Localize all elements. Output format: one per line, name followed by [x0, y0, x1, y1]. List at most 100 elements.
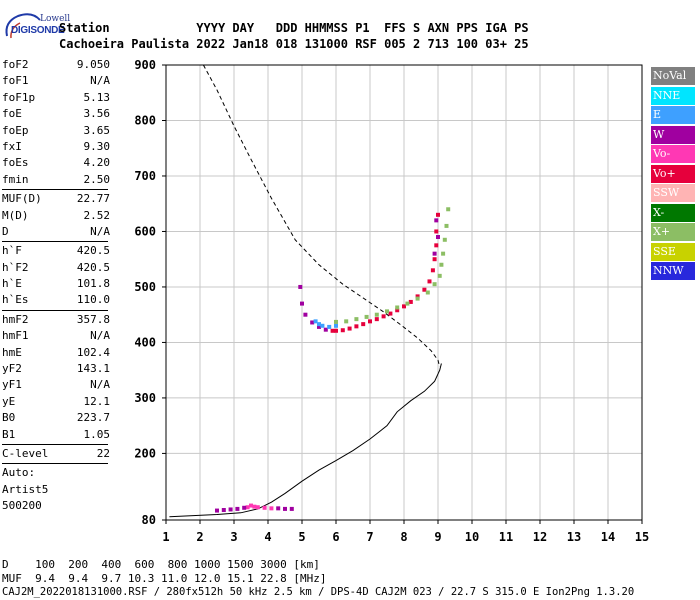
echo-point-x-: [441, 251, 446, 256]
echo-point-vo-: [330, 328, 335, 333]
x-tick-label: 5: [298, 530, 305, 544]
logo-digisonde-text: DIGISONDE: [11, 25, 65, 36]
echo-point-x-: [395, 305, 400, 310]
legend-entry: SSE: [651, 242, 695, 261]
legend-entry: NNW: [651, 262, 695, 280]
legend-entry: Vo-: [651, 145, 695, 163]
echo-point-x-: [442, 237, 447, 242]
echo-point-w: [432, 251, 437, 256]
echo-point-w: [298, 284, 303, 289]
x-tick-label: 7: [366, 530, 373, 544]
param-row: B0 223.7: [2, 411, 110, 427]
legend-entry: X-: [651, 203, 695, 222]
param-separator: [2, 443, 110, 447]
echo-point-vo-: [430, 268, 435, 273]
param-value: 22: [96, 446, 110, 460]
echo-point-vo-: [334, 328, 338, 333]
param-separator: [2, 309, 110, 313]
echo-point-vo-: [255, 505, 260, 510]
param-key: h`E: [2, 277, 22, 291]
legend-entry: NNE: [651, 86, 695, 105]
param-value: 102.4: [76, 345, 110, 359]
param-key: foEp: [2, 123, 29, 137]
param-value: 9.30: [83, 139, 111, 153]
echo-point-vo-: [245, 505, 250, 510]
echo-point-vo-: [368, 319, 372, 324]
param-key: foEs: [2, 156, 29, 170]
param-row: foEs 4.20: [2, 156, 110, 172]
lowell-digisonde-logo: Lowell DIGISONDE: [2, 6, 70, 40]
param-key: fxI: [2, 139, 22, 153]
echo-point-w: [283, 506, 287, 511]
param-separator: [2, 463, 110, 466]
legend-entry: Vo+: [651, 164, 695, 183]
echo-point-e: [317, 322, 321, 327]
echo-point-x-: [334, 319, 338, 324]
x-tick-label: 10: [465, 530, 479, 544]
echo-point-vo-: [427, 279, 432, 284]
extrapolated-profile-line: [202, 64, 441, 368]
x-tick-label: 2: [196, 530, 203, 544]
param-value: 420.5: [76, 244, 110, 258]
echo-point-w: [228, 507, 233, 512]
echo-point-w: [434, 218, 439, 223]
x-tick-label: 14: [601, 530, 615, 544]
param-key: hmF1: [2, 329, 29, 343]
param-key: hmE: [2, 345, 22, 359]
echo-point-vo-: [269, 506, 274, 511]
legend-entry: W: [651, 125, 695, 144]
echo-point-vo-: [381, 314, 386, 319]
param-value: 3.65: [83, 123, 111, 137]
param-value: 22.77: [76, 192, 110, 206]
legend-entry: SSW: [651, 184, 695, 202]
param-value: 5.13: [83, 90, 111, 104]
param-row: hmF1 N/A: [2, 329, 110, 345]
echo-point-w: [289, 506, 294, 511]
muf-distance-row: D 100 200 400 600 800 1000 1500 3000 [km…: [2, 558, 320, 571]
param-value: 3.56: [83, 107, 111, 121]
param-value: N/A: [90, 378, 110, 392]
echo-point-vo-: [361, 322, 366, 327]
param-row: MUF(D) 22.77: [2, 192, 110, 208]
echo-point-w: [242, 505, 247, 510]
echo-point-w: [221, 508, 226, 513]
logo-lowell-text: Lowell: [40, 14, 71, 24]
param-key: yE: [2, 394, 16, 408]
echo-point-w: [235, 506, 240, 511]
echo-point-vo-: [374, 317, 379, 322]
header-row-1: Station YYYY DAY DDD HHMMSS P1 FFS S AXN…: [59, 21, 529, 35]
echo-point-w: [323, 327, 328, 332]
x-tick-label: 3: [230, 530, 237, 544]
x-tick-label: 6: [332, 530, 339, 544]
param-row: h`Es 110.0: [2, 293, 110, 309]
echo-point-vo-: [436, 212, 440, 217]
param-row: foF2 9.050: [2, 58, 110, 74]
param-row: yF2 143.1: [2, 362, 110, 378]
param-value: 110.0: [76, 293, 110, 307]
echo-point-x-: [432, 282, 437, 287]
param-value: 4.20: [83, 156, 111, 170]
param-row: C-level 22: [2, 447, 110, 463]
param-key: foF2: [2, 58, 29, 71]
y-tick-label: 500: [134, 280, 156, 294]
echo-point-x-: [415, 296, 420, 301]
x-tick-label: 12: [533, 530, 547, 544]
param-row: h`F 420.5: [2, 244, 110, 260]
echo-point-x-: [344, 319, 349, 324]
echo-point-vo-: [249, 503, 253, 508]
param-key: foE: [2, 107, 22, 121]
y-tick-label: 300: [134, 391, 156, 405]
param-key: M(D): [2, 208, 29, 222]
param-row: h`F2 420.5: [2, 261, 110, 277]
echo-point-vo-: [432, 257, 437, 262]
param-row: M(D) 2.52: [2, 209, 110, 225]
y-tick-label: 400: [134, 335, 156, 349]
param-value: 143.1: [76, 362, 110, 376]
echo-point-w: [317, 324, 321, 329]
param-value: 1.05: [83, 427, 111, 441]
y-tick-label: 900: [134, 58, 156, 72]
echo-point-vo-: [252, 504, 257, 509]
param-row: B1 1.05: [2, 428, 110, 444]
echo-point-vo-: [422, 287, 427, 292]
echo-point-w: [303, 312, 308, 317]
